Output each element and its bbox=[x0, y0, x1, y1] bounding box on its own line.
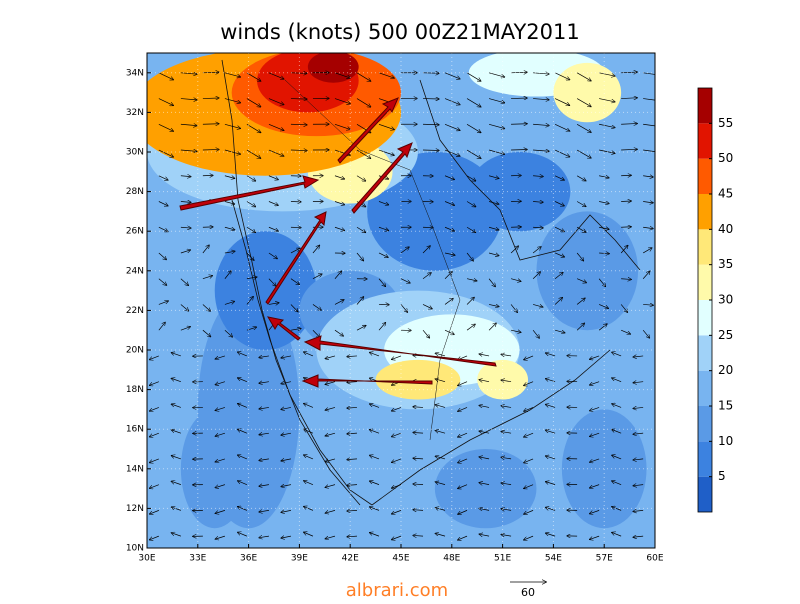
colorbar-swatch bbox=[698, 477, 712, 512]
colorbar-label: 30 bbox=[718, 293, 733, 307]
x-tick-label: 60E bbox=[646, 554, 663, 564]
colorbar-swatch bbox=[698, 159, 712, 194]
y-tick-label: 20N bbox=[126, 346, 144, 356]
x-tick-label: 33E bbox=[189, 554, 206, 564]
y-tick-label: 32N bbox=[126, 108, 144, 118]
reference-vector-label: 60 bbox=[521, 586, 535, 599]
colorbar-swatch bbox=[698, 229, 712, 264]
colorbar-label: 40 bbox=[718, 222, 733, 236]
colorbar-label: 20 bbox=[718, 363, 733, 377]
colorbar-label: 10 bbox=[718, 434, 733, 448]
speed-region bbox=[376, 360, 461, 400]
x-tick-label: 48E bbox=[443, 554, 460, 564]
colorbar-label: 5 bbox=[718, 469, 726, 483]
y-tick-label: 12N bbox=[126, 504, 144, 514]
colorbar-swatch bbox=[698, 406, 712, 441]
colorbar-label: 35 bbox=[718, 257, 733, 271]
x-tick-label: 39E bbox=[291, 554, 308, 564]
y-tick-label: 14N bbox=[126, 464, 144, 474]
y-tick-label: 28N bbox=[126, 187, 144, 197]
colorbar-swatch bbox=[698, 300, 712, 335]
colorbar-swatch bbox=[698, 371, 712, 406]
y-tick-label: 34N bbox=[126, 68, 144, 78]
speed-region bbox=[435, 449, 537, 528]
map-title: winds (knots) 500 00Z21MAY2011 bbox=[220, 20, 580, 44]
watermark: albrari.com bbox=[346, 580, 448, 600]
y-tick-label: 24N bbox=[126, 266, 144, 276]
colorbar-swatch bbox=[698, 335, 712, 370]
x-tick-label: 30E bbox=[138, 554, 155, 564]
x-tick-label: 36E bbox=[240, 554, 257, 564]
speed-region bbox=[308, 51, 359, 83]
x-tick-label: 45E bbox=[392, 554, 409, 564]
colorbar: 5 10 15 20 25 30 35 40 45 50 55 bbox=[698, 88, 733, 512]
y-tick-label: 30N bbox=[126, 148, 144, 158]
y-tick-label: 26N bbox=[126, 227, 144, 237]
y-tick-label: 16N bbox=[126, 425, 144, 435]
colorbar-label: 45 bbox=[718, 187, 733, 201]
colorbar-label: 55 bbox=[718, 116, 733, 130]
y-tick-label: 10N bbox=[126, 544, 144, 554]
colorbar-swatch bbox=[698, 194, 712, 229]
colorbar-label: 15 bbox=[718, 399, 733, 413]
colorbar-swatch bbox=[698, 441, 712, 476]
colorbar-label: 50 bbox=[718, 151, 733, 165]
colorbar-swatch bbox=[698, 88, 712, 123]
y-tick-label: 18N bbox=[126, 385, 144, 395]
speed-region bbox=[553, 63, 621, 122]
y-tick-label: 22N bbox=[126, 306, 144, 316]
x-tick-label: 51E bbox=[494, 554, 511, 564]
colorbar-swatch bbox=[698, 265, 712, 300]
colorbar-label: 25 bbox=[718, 328, 733, 342]
x-tick-label: 42E bbox=[342, 554, 359, 564]
colorbar-swatch bbox=[698, 123, 712, 158]
x-tick-label: 57E bbox=[596, 554, 613, 564]
x-tick-label: 54E bbox=[545, 554, 562, 564]
